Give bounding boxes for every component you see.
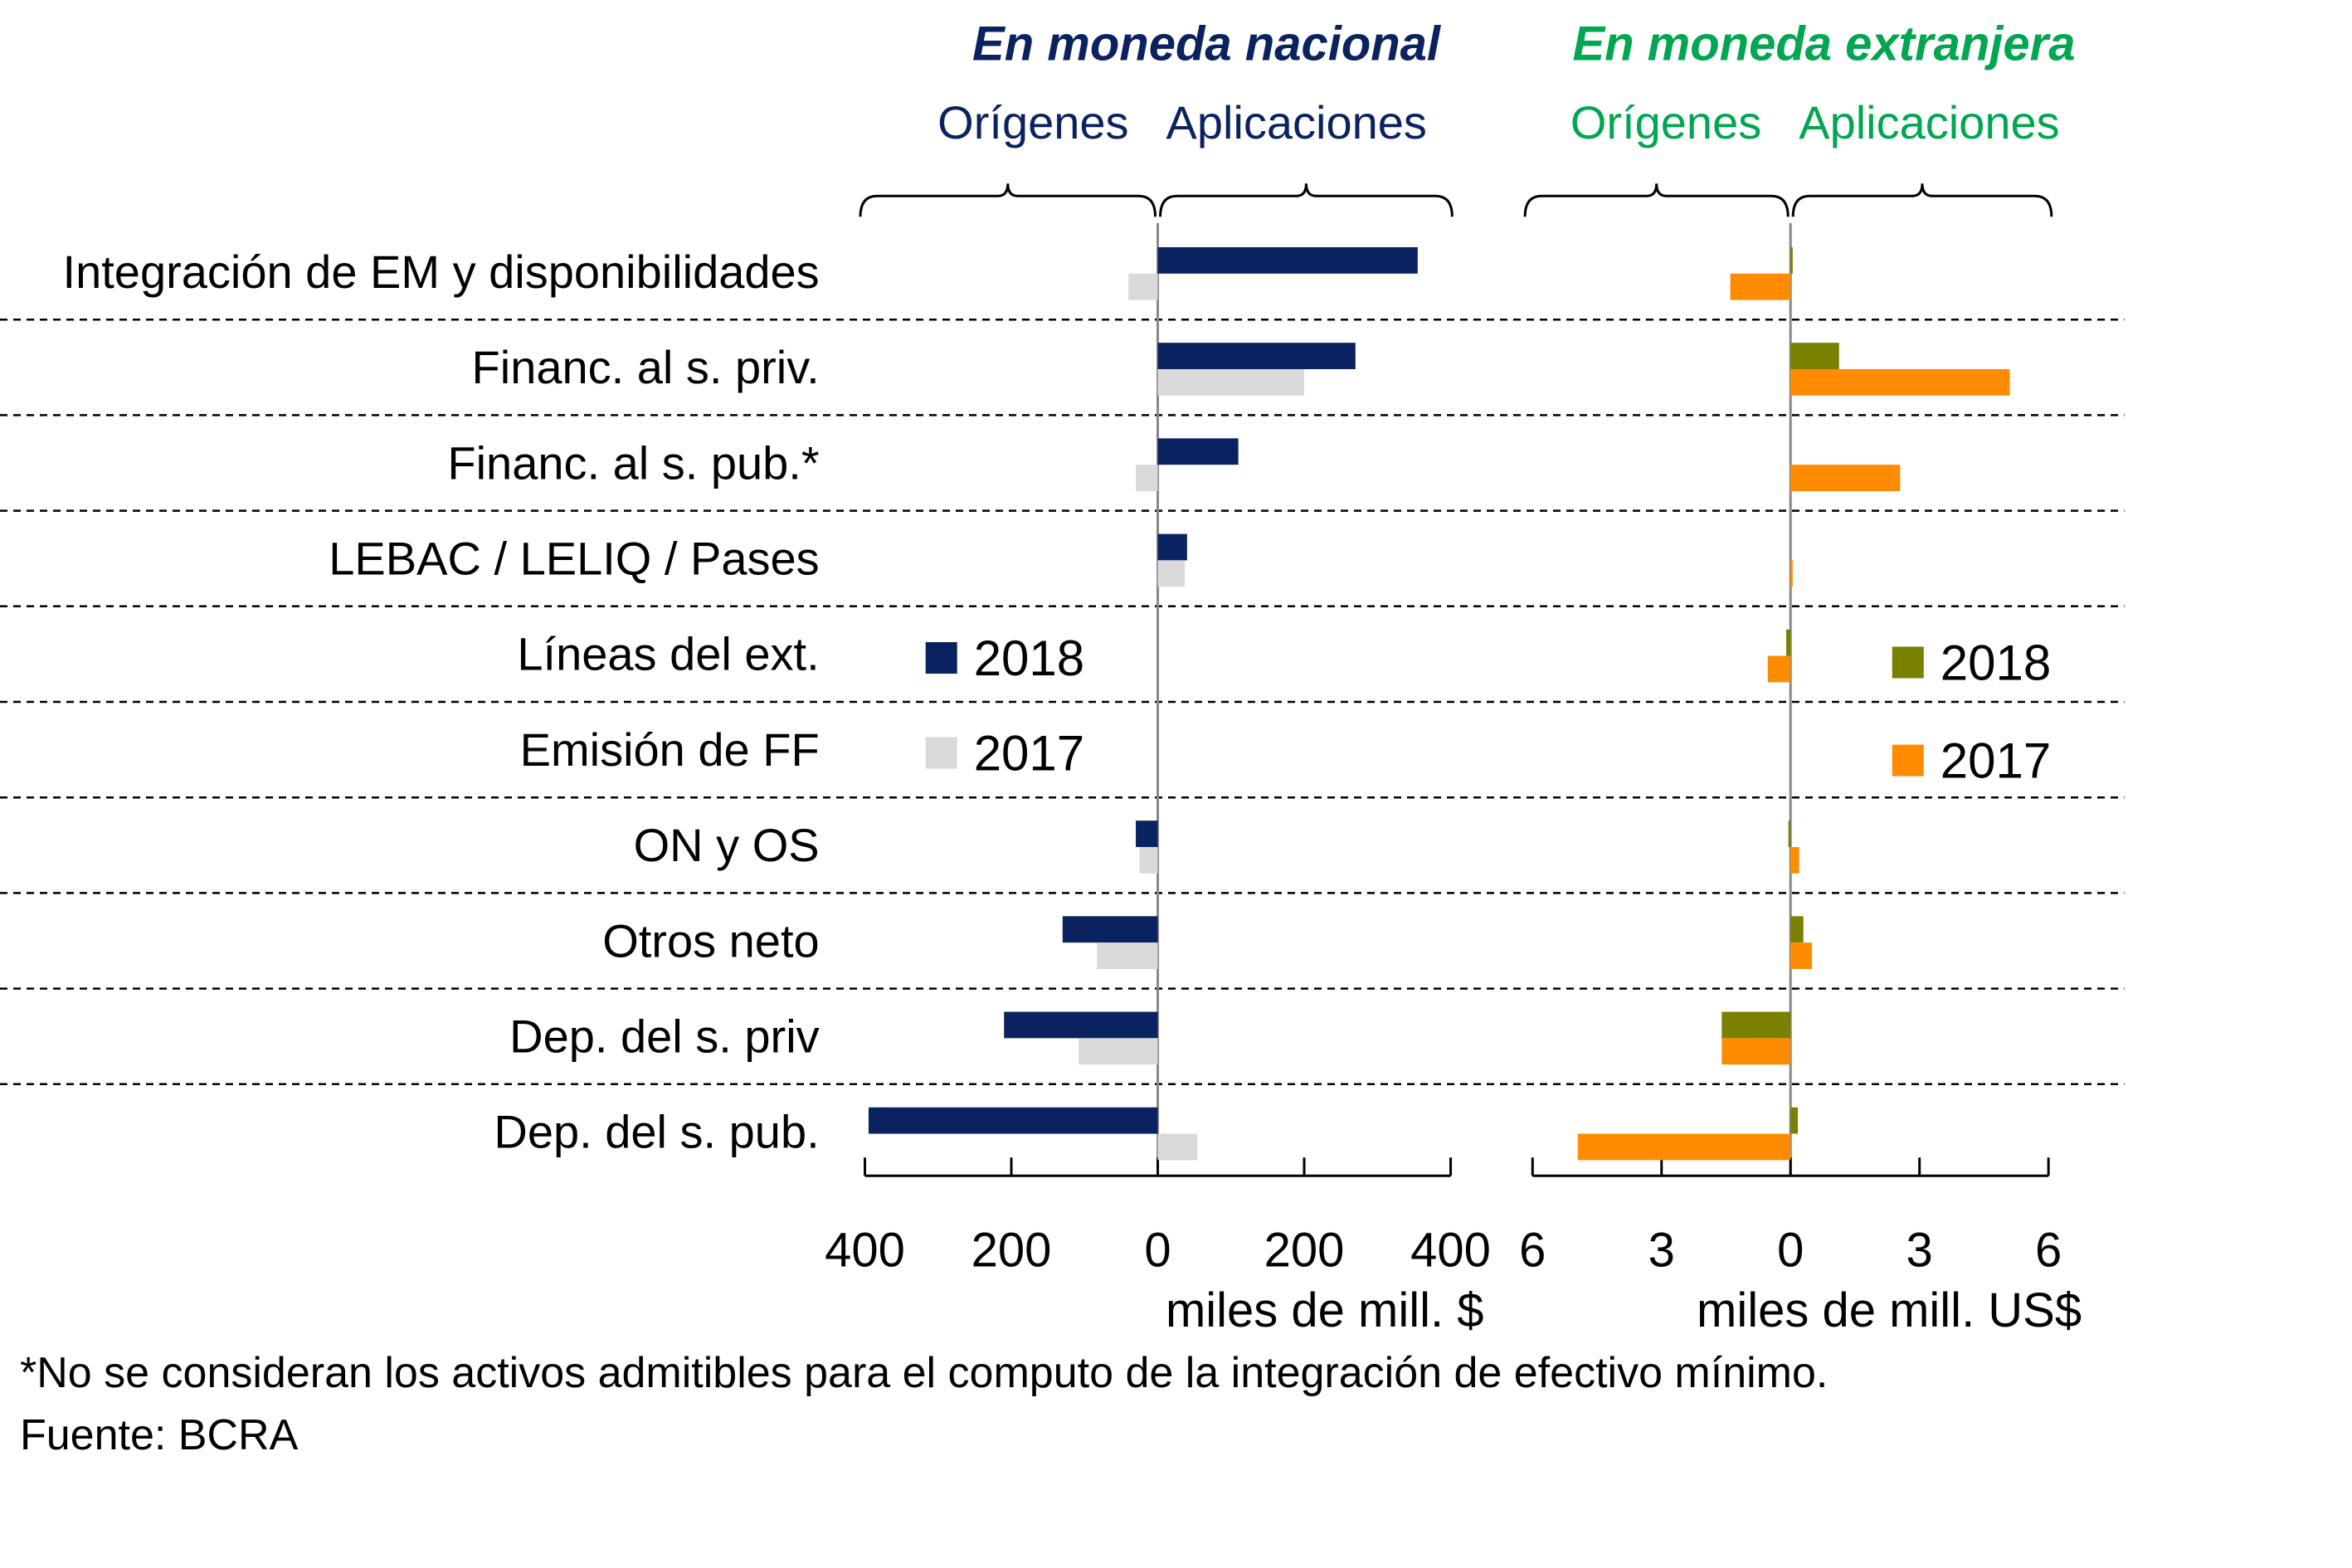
x-tick-label: 6 bbox=[1519, 1223, 1546, 1277]
category-label: Dep. del s. pub. bbox=[494, 1106, 819, 1158]
category-label: Financ. al s. pub.* bbox=[447, 436, 819, 489]
subtitle-origenes: Orígenes bbox=[1570, 96, 1761, 149]
bar-2017 bbox=[1730, 273, 1791, 300]
category-label: Financ. al s. priv. bbox=[472, 341, 820, 393]
bar-2018 bbox=[1790, 343, 1839, 369]
subtitle-aplicaciones: Aplicaciones bbox=[1799, 96, 2059, 149]
category-label: ON y OS bbox=[634, 819, 820, 871]
legend-label: 2017 bbox=[1941, 733, 2051, 789]
bar-2018 bbox=[1157, 246, 1418, 274]
bar-2018 bbox=[1157, 343, 1356, 369]
bar-2017 bbox=[1767, 655, 1791, 683]
bar-2017 bbox=[1079, 1038, 1158, 1065]
bar-2018 bbox=[1790, 916, 1804, 943]
bar-2018 bbox=[1788, 821, 1791, 847]
legend-swatch-2018 bbox=[925, 642, 957, 674]
bar-2017 bbox=[1577, 1133, 1791, 1161]
bar-2018 bbox=[1136, 821, 1158, 847]
bar-2017 bbox=[1097, 942, 1158, 969]
bar-2017 bbox=[1157, 560, 1186, 587]
x-tick-label: 3 bbox=[1906, 1223, 1933, 1277]
bar-2017 bbox=[1790, 942, 1813, 969]
category-label: Integración de EM y disponibilidades bbox=[63, 246, 820, 298]
bar-2018 bbox=[1157, 438, 1239, 465]
bar-2017 bbox=[1790, 465, 1901, 491]
legend-swatch-2017 bbox=[1892, 744, 1924, 777]
bar-2017 bbox=[1157, 1133, 1198, 1161]
brace-origenes bbox=[1523, 183, 1790, 217]
bar-2018 bbox=[868, 1107, 1158, 1134]
bar-2018 bbox=[1786, 629, 1791, 656]
bar-2017 bbox=[1157, 368, 1305, 396]
bar-2018 bbox=[1062, 916, 1158, 943]
bar-2018 bbox=[1721, 1011, 1791, 1039]
category-label: LEBAC / LELIQ / Pases bbox=[329, 532, 819, 584]
x-axis-label: miles de mill. US$ bbox=[1697, 1283, 2082, 1337]
bar-2018 bbox=[1157, 533, 1187, 561]
category-label: Dep. del s. priv bbox=[509, 1010, 820, 1062]
panel-title: En moneda nacional bbox=[972, 17, 1442, 71]
brace-aplicaciones bbox=[1159, 183, 1454, 217]
category-label: Líneas del ext. bbox=[517, 628, 819, 680]
category-label: Emisión de FF bbox=[520, 723, 820, 776]
bar-2017 bbox=[1790, 368, 2010, 396]
bar-2017 bbox=[1128, 273, 1158, 300]
x-tick-label: 0 bbox=[1144, 1223, 1171, 1277]
bar-2017 bbox=[1136, 465, 1158, 491]
legend-swatch-2017 bbox=[925, 737, 957, 769]
bar-2018 bbox=[1004, 1011, 1158, 1039]
footnote: *No se consideran los activos admitibles… bbox=[20, 1349, 1829, 1397]
brace-aplicaciones bbox=[1791, 183, 2053, 217]
subtitle-aplicaciones: Aplicaciones bbox=[1166, 96, 1427, 149]
legend-label: 2018 bbox=[974, 631, 1084, 686]
bar-2017 bbox=[1790, 846, 1799, 874]
x-tick-label: 200 bbox=[1264, 1223, 1345, 1277]
x-tick-label: 200 bbox=[971, 1223, 1052, 1277]
bar-2017 bbox=[1721, 1038, 1791, 1065]
bar-2018 bbox=[1790, 246, 1793, 274]
legend-swatch-2018 bbox=[1892, 646, 1924, 679]
x-tick-label: 400 bbox=[825, 1223, 905, 1277]
x-tick-label: 0 bbox=[1777, 1223, 1804, 1277]
legend-label: 2017 bbox=[974, 726, 1084, 782]
x-tick-label: 3 bbox=[1648, 1223, 1675, 1277]
x-tick-label: 6 bbox=[2035, 1223, 2062, 1277]
bar-2018 bbox=[1790, 1107, 1799, 1134]
bar-2017 bbox=[1139, 846, 1158, 874]
x-axis-label: miles de mill. $ bbox=[1166, 1283, 1484, 1337]
source: Fuente: BCRA bbox=[20, 1411, 299, 1459]
subtitle-origenes: Orígenes bbox=[937, 96, 1128, 149]
x-tick-label: 400 bbox=[1410, 1223, 1491, 1277]
category-label: Otros neto bbox=[602, 914, 819, 967]
panel-title: En moneda extranjera bbox=[1572, 17, 2075, 71]
legend-label: 2018 bbox=[1941, 635, 2051, 690]
brace-origenes bbox=[859, 183, 1157, 217]
bar-2017 bbox=[1790, 560, 1793, 587]
